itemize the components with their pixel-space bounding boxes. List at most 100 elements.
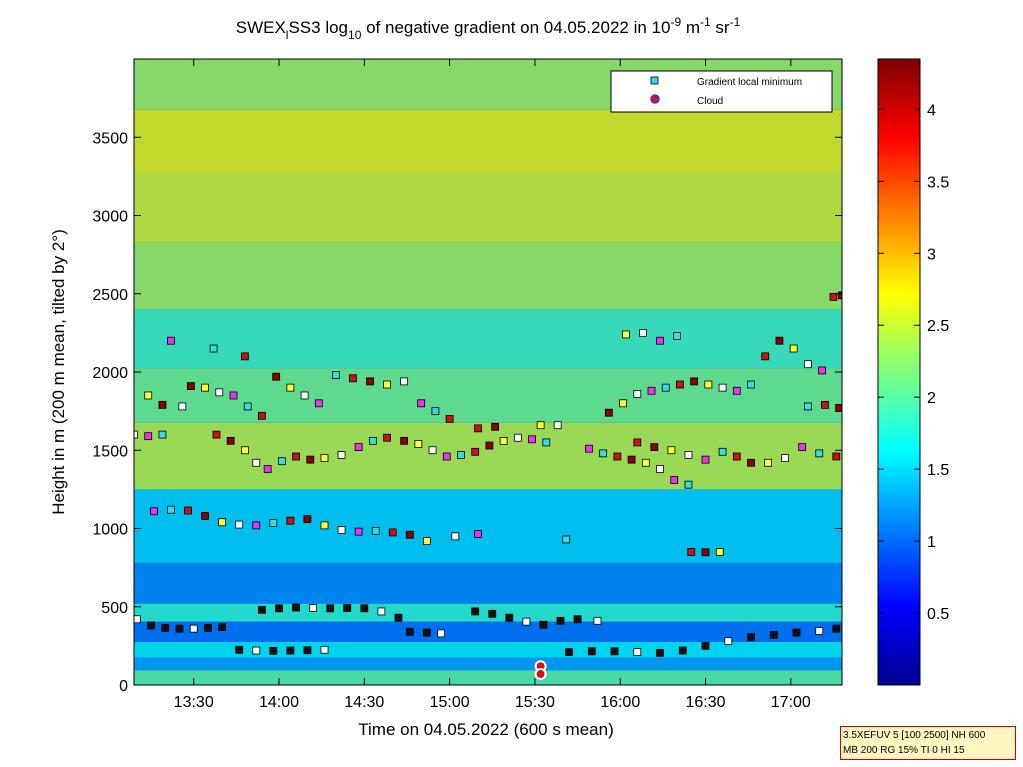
gradient-minimum-marker	[542, 438, 551, 447]
heatmap-band	[134, 489, 842, 563]
gradient-minimum-marker	[360, 604, 369, 613]
colorbar-tick-label: 0.5	[927, 606, 949, 623]
gradient-minimum-marker	[235, 645, 244, 654]
gradient-minimum-marker	[471, 607, 480, 616]
gradient-minimum-marker	[201, 512, 209, 520]
legend-circle-marker	[650, 94, 660, 104]
gradient-minimum-marker	[701, 548, 710, 557]
x-tick-label: 15:00	[430, 694, 470, 711]
gradient-minimum-marker	[405, 627, 414, 636]
gradient-minimum-marker	[803, 360, 812, 369]
gradient-minimum-marker	[400, 436, 409, 445]
gradient-minimum-marker	[832, 452, 841, 461]
y-tick-label: 3000	[92, 209, 128, 226]
gradient-minimum-marker	[204, 623, 212, 632]
gradient-minimum-marker	[405, 530, 414, 539]
x-tick-label: 16:00	[600, 694, 640, 711]
y-axis: 0 500 1000 1500 2000 2500 3000 3500	[92, 130, 842, 695]
heatmap-band	[134, 562, 842, 604]
gradient-minimum-marker	[829, 292, 838, 301]
gradient-minimum-marker	[303, 646, 312, 655]
legend-box	[610, 70, 833, 113]
heatmap-band	[134, 368, 842, 423]
gradient-minimum-marker	[175, 624, 184, 633]
colorbar-tick-label: 2	[927, 390, 936, 407]
gradient-minimum-marker	[184, 506, 192, 515]
gradient-minimum-marker	[240, 446, 249, 455]
gradient-minimum-marker	[604, 408, 613, 417]
parameter-line-2: MB 200 RG 15% TI 0 HI 15	[843, 745, 965, 756]
gradient-minimum-marker	[272, 372, 281, 381]
heatmap-layer	[134, 59, 842, 685]
heatmap-band	[134, 621, 842, 642]
gradient-minimum-marker	[732, 386, 741, 395]
x-tick-label: 17:00	[771, 694, 811, 711]
gradient-minimum-marker	[599, 449, 608, 458]
colorbar-tick-label: 2.5	[927, 318, 949, 335]
gradient-minimum-marker	[673, 332, 681, 340]
gradient-minimum-marker	[798, 443, 807, 452]
gradient-minimum-marker	[303, 515, 312, 524]
gradient-minimum-marker	[337, 451, 346, 459]
gradient-minimum-marker	[383, 433, 391, 442]
gradient-minimum-marker	[732, 452, 741, 461]
gradient-minimum-marker	[437, 629, 445, 638]
gradient-minimum-marker	[485, 441, 494, 450]
gradient-minimum-marker	[167, 505, 175, 514]
gradient-minimum-marker	[243, 402, 252, 411]
gradient-minimum-marker	[388, 528, 397, 537]
heatmap-band	[134, 422, 842, 490]
gradient-minimum-marker	[670, 476, 679, 484]
gradient-minimum-marker	[718, 383, 727, 392]
x-tick-label: 15:30	[515, 694, 555, 711]
gradient-minimum-marker	[394, 613, 403, 622]
gradient-minimum-marker	[343, 604, 352, 612]
gradient-minimum-marker	[326, 604, 335, 613]
gradient-minimum-marker	[383, 380, 391, 389]
title-part1: SWEX	[236, 18, 286, 37]
heatmap-band	[134, 670, 842, 685]
gradient-minimum-marker	[724, 637, 733, 646]
gradient-minimum-marker	[300, 391, 309, 400]
parameter-box: 3.5XEFUV 5 [100 2500] NH 600 MB 200 RG 1…	[840, 726, 1016, 760]
gradient-minimum-marker	[803, 402, 812, 411]
gradient-minimum-marker	[309, 604, 318, 612]
gradient-minimum-marker	[269, 519, 278, 527]
gradient-minimum-marker	[764, 458, 772, 467]
gradient-minimum-marker	[161, 623, 170, 632]
y-tick-label: 2000	[92, 365, 128, 382]
gradient-minimum-marker	[414, 440, 423, 448]
gradient-minimum-marker	[553, 421, 562, 430]
x-tick-label: 14:00	[259, 694, 299, 711]
gradient-minimum-marker	[789, 344, 798, 353]
gradient-minimum-marker	[701, 455, 710, 464]
gradient-minimum-marker	[252, 521, 261, 530]
gradient-minimum-marker	[633, 648, 642, 657]
gradient-minimum-marker	[556, 616, 565, 625]
gradient-minimum-marker	[627, 455, 636, 464]
x-axis-label: Time on 04.05.2022 (600 s mean)	[358, 720, 613, 739]
heatmap-band	[134, 657, 842, 671]
gradient-minimum-marker	[371, 526, 380, 535]
gradient-minimum-marker	[471, 447, 480, 456]
gradient-minimum-marker	[354, 527, 363, 536]
gradient-minimum-marker	[240, 352, 249, 361]
gradient-minimum-marker	[792, 628, 801, 637]
gradient-minimum-marker	[212, 430, 221, 439]
gradient-minimum-marker	[445, 415, 454, 423]
gradient-minimum-marker	[218, 518, 227, 527]
title-part4: m	[681, 18, 700, 37]
gradient-minimum-marker	[368, 436, 377, 445]
marker-layer	[134, 291, 842, 681]
gradient-minimum-marker	[505, 613, 514, 622]
gradient-minimum-marker	[314, 399, 323, 408]
gradient-minimum-marker	[781, 454, 790, 462]
gradient-minimum-marker	[488, 609, 497, 618]
gradient-minimum-marker	[676, 380, 684, 389]
gradient-minimum-marker	[747, 458, 755, 467]
gradient-minimum-marker	[457, 451, 465, 459]
gradient-minimum-marker	[622, 330, 630, 339]
gradient-minimum-marker	[167, 336, 175, 345]
